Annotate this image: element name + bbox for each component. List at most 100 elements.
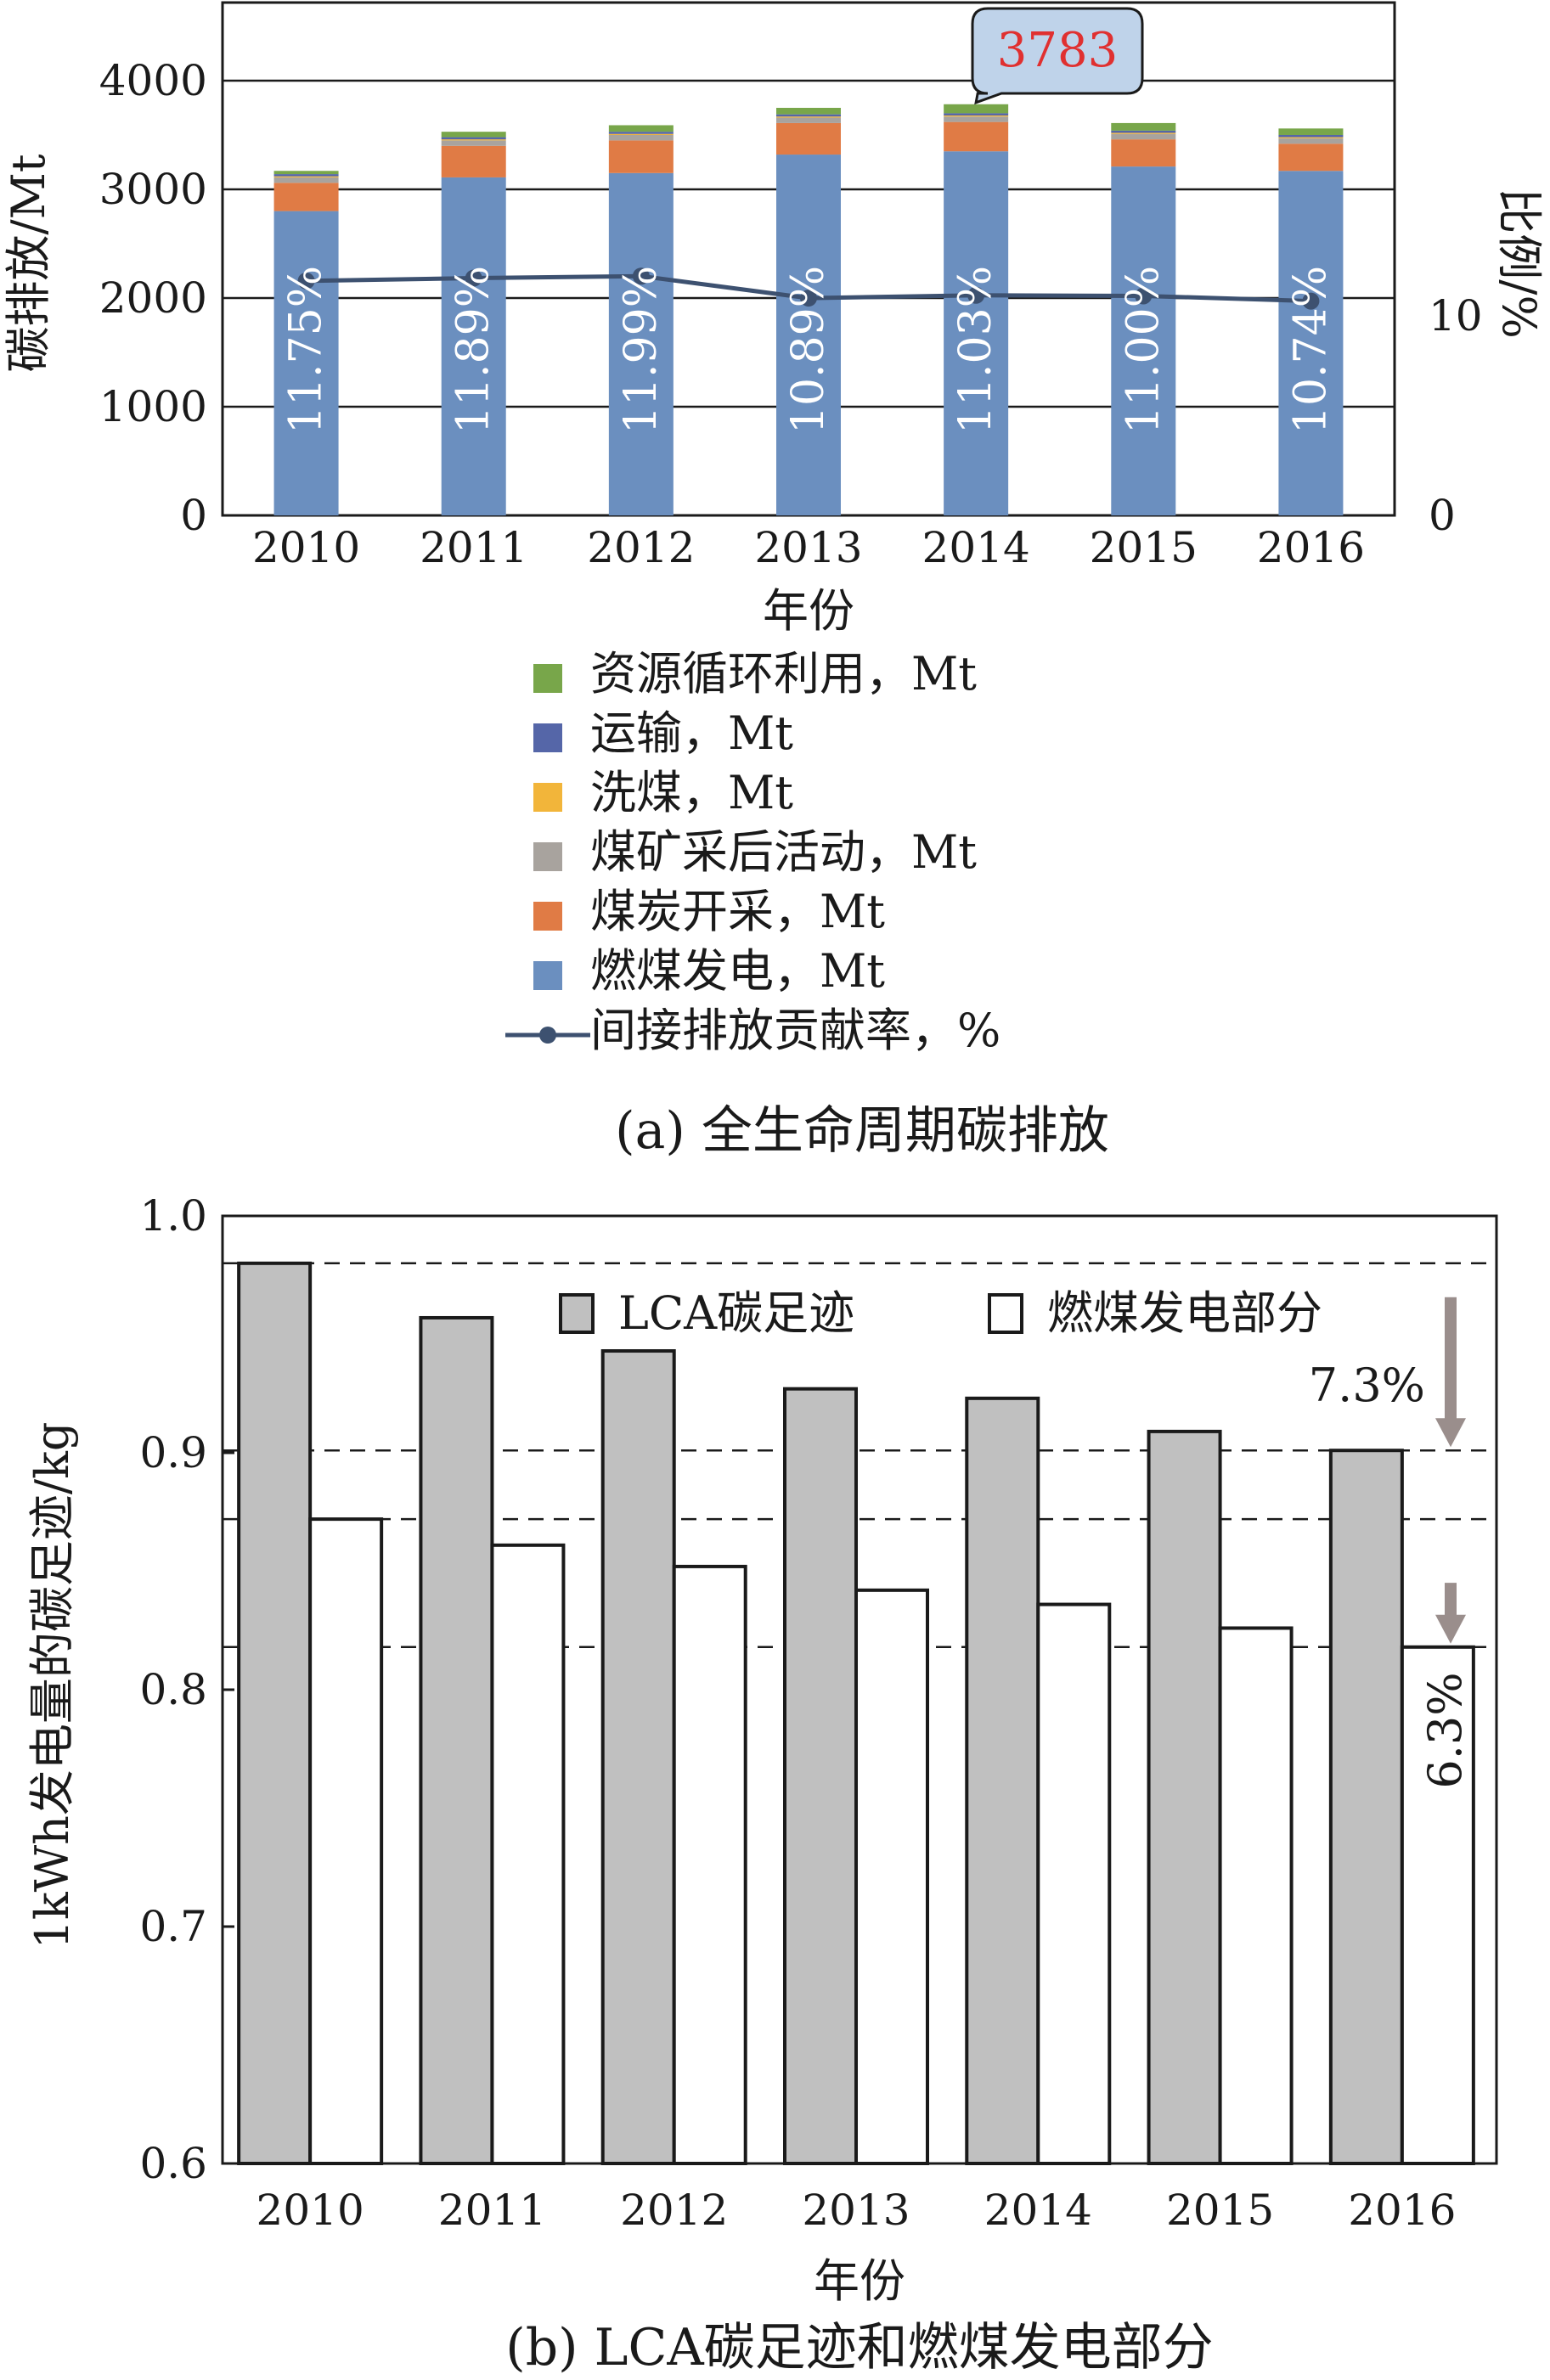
chart-b-ylabel: 1kWh发电量的碳足迹/kg — [25, 1422, 79, 1950]
chart-a-bar-segment — [944, 115, 1009, 117]
chart-a-xtick-label: 2016 — [1257, 523, 1365, 572]
chart-b-bar-coal — [1036, 1602, 1112, 2166]
chart-b-bar-lca — [1147, 1429, 1222, 2165]
chart-a-bar-segment — [273, 177, 339, 183]
chart-a-bar-segment — [1111, 166, 1176, 515]
chart-a-ratio-label: 11.03% — [950, 266, 1001, 434]
chart-a-bar-segment — [441, 145, 506, 177]
chart-a-bar-segment — [1111, 130, 1176, 133]
chart-a-bar-segment — [944, 113, 1009, 115]
chart-a-bar-segment — [608, 132, 674, 134]
chart-a-bar-segment — [944, 121, 1009, 152]
chart-b: 0.6 0.7 0.8 0.9 1.0 2010 2011 2012 2013 2014 2015… — [25, 1191, 1498, 2377]
chart-a-y2tick-label: 10 — [1429, 291, 1483, 340]
chart-b-bar-coal — [672, 1564, 747, 2166]
chart-a-xtick-label: 2012 — [587, 523, 695, 572]
chart-a-ytick-label: 3000 — [99, 165, 207, 214]
chart-b-bar-lca — [600, 1349, 676, 2165]
chart-a-bar-segment — [273, 171, 339, 175]
chart-a-ratio-label: 10.74% — [1285, 266, 1336, 434]
chart-b-ytick-label: 0.7 — [139, 1902, 207, 1951]
chart-b-xlabel: 年份 — [814, 2254, 905, 2308]
chart-b-ytick-label: 0.9 — [139, 1428, 207, 1477]
chart-b-xtick-label: 2013 — [802, 2186, 910, 2235]
chart-b-bar-coal — [490, 1543, 566, 2166]
chart-a-legend-swatch — [533, 961, 562, 990]
chart-b-bar-lca — [965, 1396, 1040, 2165]
chart-a-bar-segment — [776, 155, 841, 516]
chart-a-ratio-point — [465, 269, 482, 287]
chart-a-bar-segment — [1111, 122, 1176, 131]
chart-a-xtick-label: 2015 — [1090, 523, 1198, 572]
chart-a-legend-swatch — [533, 664, 562, 693]
chart-a-bar-segment — [608, 133, 674, 135]
chart-a-bar-segment — [776, 122, 841, 155]
chart-a-ratio-point — [1302, 292, 1320, 310]
chart-a-ytick-label: 4000 — [99, 56, 207, 105]
chart-a-caption: (a) 全生命周期碳排放 — [615, 1101, 1109, 1161]
chart-a-bar-segment — [273, 211, 339, 515]
chart-b-ytick-label: 0.6 — [139, 2139, 207, 2188]
chart-b-bar-coal — [1400, 1645, 1475, 2165]
chart-a-bar-segment — [441, 177, 506, 516]
chart-a-ratio-label: 11.89% — [448, 266, 499, 434]
chart-a-xtick-label: 2010 — [252, 523, 360, 572]
chart-b-legend-label: 燃煤发电部分 — [1047, 1286, 1322, 1340]
chart-a-legend-label: 资源循环利用，Mt — [590, 647, 977, 700]
chart-a-bar-segment — [1278, 171, 1344, 516]
chart-a-bar-segment — [441, 139, 506, 141]
chart-a-legend-swatch — [533, 842, 562, 871]
chart-a-bar-segment — [441, 140, 506, 146]
chart-a-ratio-point — [1135, 287, 1153, 305]
chart-a-ytick-label: 1000 — [99, 382, 207, 431]
chart-a-ratio-point — [632, 267, 650, 285]
chart-a-ytick-label: 0 — [180, 491, 207, 540]
chart-a-bar-segment — [273, 174, 339, 177]
chart-a-xlabel: 年份 — [763, 584, 854, 638]
chart-b-xtick-label: 2016 — [1348, 2186, 1456, 2235]
chart-a-legend-label: 煤矿采后活动，Mt — [590, 825, 977, 879]
chart-b-bar-coal — [308, 1517, 384, 2165]
chart-a-bar-segment — [1278, 138, 1344, 144]
chart-a-legend-marker — [539, 1027, 556, 1044]
chart-a-ylabel: 碳排放/Mt — [2, 154, 55, 372]
chart-a-bar-segment — [776, 117, 841, 123]
chart-a-xtick-label: 2011 — [420, 523, 527, 572]
chart-a-legend-swatch — [533, 902, 562, 931]
chart-b-ytick-label: 0.8 — [139, 1665, 207, 1714]
chart-a-bar-segment — [1278, 143, 1344, 172]
chart-a-xtick-label: 2013 — [754, 523, 862, 572]
chart-a-bar-segment — [944, 116, 1009, 122]
chart-a-bar-segment — [944, 104, 1009, 114]
chart-b-xtick-label: 2014 — [984, 2186, 1092, 2235]
chart-a: 11.75% 11.89% 11.99% 10.89% 11.03% 11.00% 10.7… — [2, 1, 1546, 1161]
chart-a-y2label: 比例/% — [1492, 188, 1546, 339]
chart-a-legend-swatch — [533, 723, 562, 752]
chart-a-legend-swatch — [533, 783, 562, 812]
chart-a-bar-segment — [608, 135, 674, 141]
chart-a-xtick-label: 2014 — [922, 523, 1030, 572]
chart-a-bar-segment — [944, 151, 1009, 515]
chart-b-legend-swatch — [988, 1293, 1023, 1334]
chart-b-annotation-arrow-head — [1435, 1614, 1466, 1644]
chart-b-legend-swatch — [559, 1293, 595, 1334]
chart-a-bar-segment — [1278, 128, 1344, 135]
chart-a-callout-box — [971, 7, 1144, 105]
chart-a-ratio-label: 10.89% — [783, 266, 834, 434]
chart-a-bar-segment — [1111, 139, 1176, 167]
chart-a-callout-label: 3783 — [997, 23, 1119, 78]
chart-b-bar-lca — [237, 1261, 313, 2165]
chart-a-ratio-label: 11.00% — [1118, 266, 1169, 434]
chart-a-legend-label: 运输，Mt — [590, 706, 793, 760]
chart-a-bar-segment — [776, 108, 841, 115]
chart-b-xtick-label: 2015 — [1166, 2186, 1274, 2235]
chart-a-bar-segment — [608, 172, 674, 516]
chart-a-bar-segment — [776, 114, 841, 117]
chart-a-ratio-label: 11.99% — [616, 266, 667, 434]
chart-b-bar-coal — [854, 1588, 929, 2165]
chart-b-bar-coal — [1218, 1626, 1294, 2165]
chart-a-y2tick-label: 0 — [1429, 491, 1456, 540]
chart-a-ytick-label: 2000 — [99, 273, 207, 323]
chart-b-annotation-label: 6.3% — [1418, 1672, 1472, 1788]
